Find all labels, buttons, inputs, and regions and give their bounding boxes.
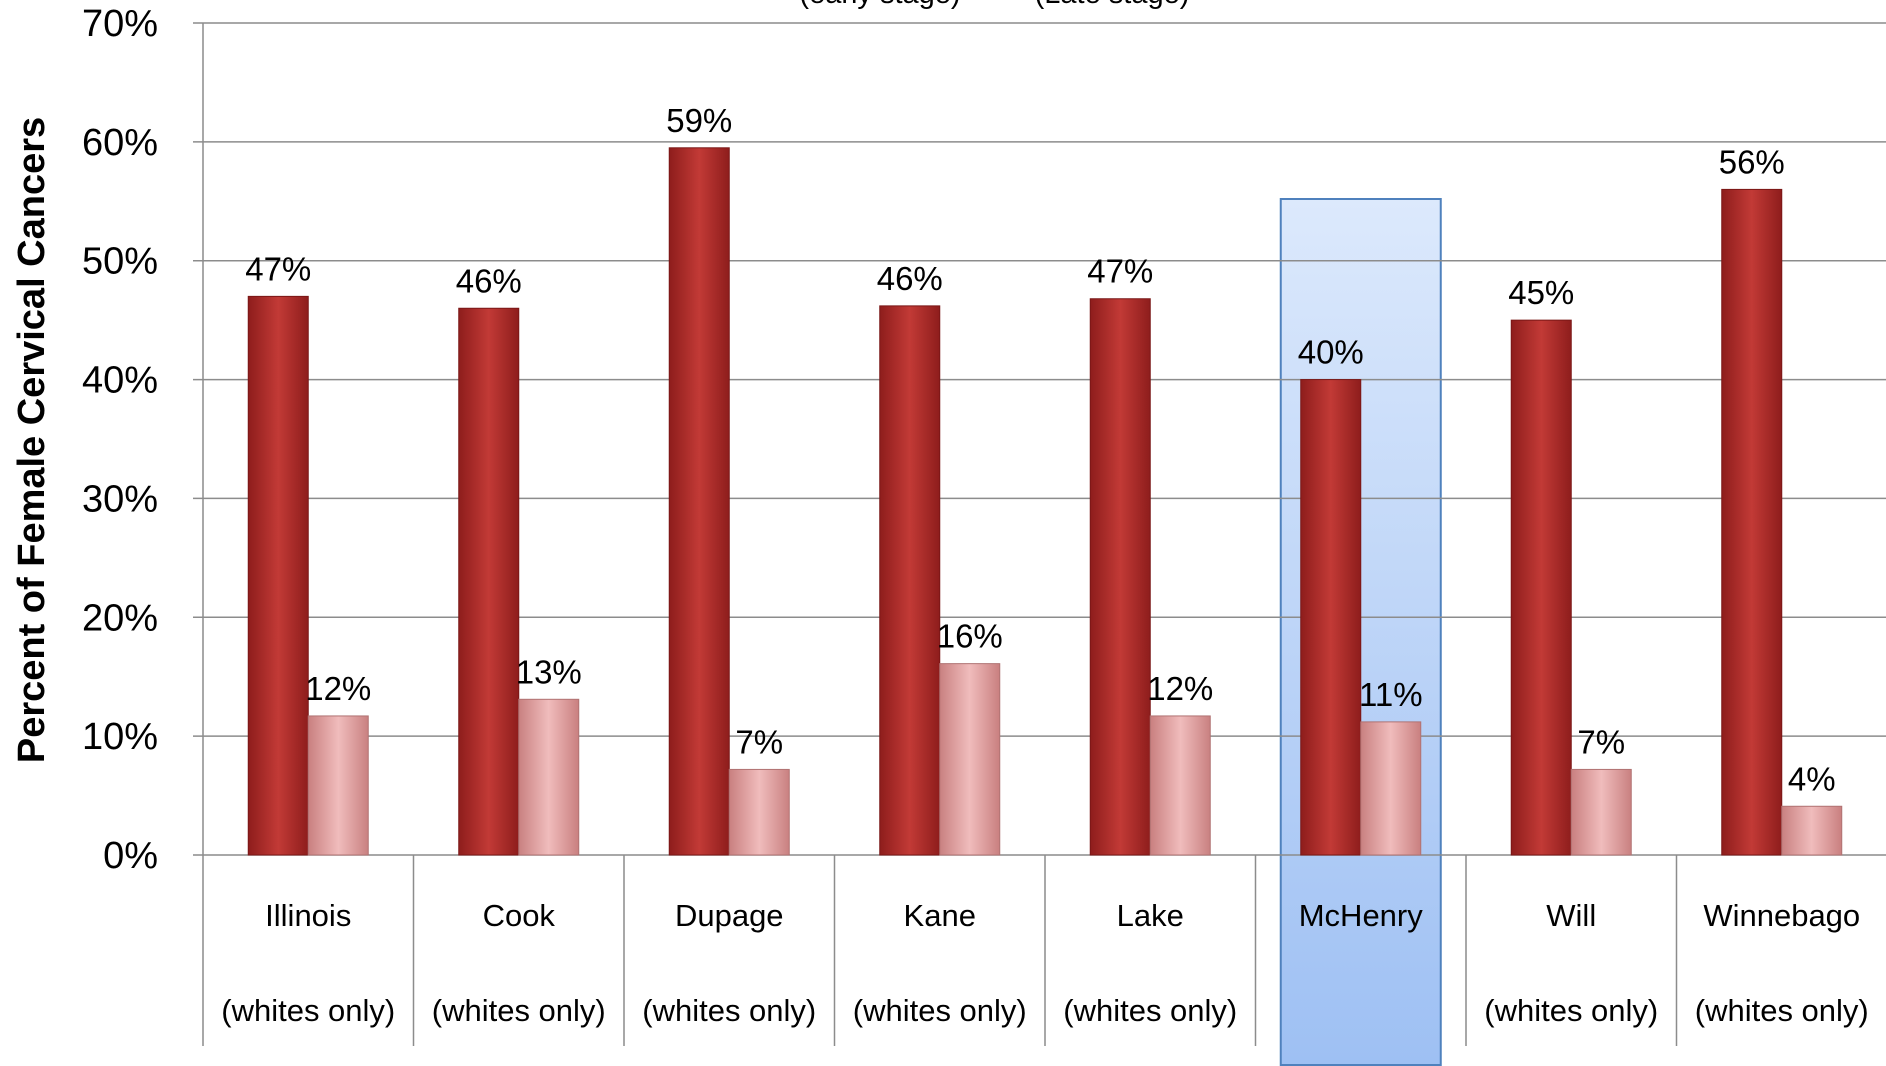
data-label-late: 7% <box>1577 723 1625 760</box>
y-tick-label: 60% <box>82 122 158 164</box>
category-label: Will <box>1546 898 1596 933</box>
data-label-late: 16% <box>937 618 1003 655</box>
category-label: Kane <box>904 898 976 933</box>
bar-early <box>668 147 730 856</box>
category-label: Illinois <box>265 898 351 933</box>
bar-late <box>1360 721 1422 856</box>
bar-late <box>518 698 580 856</box>
legend-label: (early stage) <box>799 0 960 10</box>
bar-late <box>1570 768 1632 856</box>
y-tick-label: 30% <box>82 478 158 520</box>
y-tick-label: 50% <box>82 241 158 283</box>
bar-early <box>1300 379 1362 856</box>
data-label-late: 4% <box>1788 760 1836 797</box>
data-label-late: 12% <box>305 670 371 707</box>
data-label-early: 47% <box>1087 253 1153 290</box>
data-label-late: 13% <box>516 653 582 690</box>
category-label: Winnebago <box>1703 898 1860 933</box>
bar-late <box>307 715 369 856</box>
bar-late <box>939 663 1001 856</box>
bar-early <box>247 295 309 856</box>
y-tick-label: 40% <box>82 360 158 402</box>
data-label-early: 46% <box>877 260 943 297</box>
category-label: Cook <box>483 898 556 933</box>
bar-early <box>879 305 941 856</box>
bar-late <box>1149 715 1211 856</box>
data-label-early: 56% <box>1719 143 1785 180</box>
data-label-early: 40% <box>1298 334 1364 371</box>
y-tick-label: 70% <box>82 3 158 45</box>
category-sublabel: (whites only) <box>1484 993 1658 1028</box>
category-sublabel: (whites only) <box>642 993 816 1028</box>
category-sublabel: (whites only) <box>432 993 606 1028</box>
y-tick-label: 10% <box>82 716 158 758</box>
data-label-late: 7% <box>735 723 783 760</box>
category-label: McHenry <box>1299 898 1424 933</box>
bar-late <box>728 768 790 856</box>
bar-early <box>1721 188 1783 856</box>
category-sublabel: (whites only) <box>221 993 395 1028</box>
y-tick-label: 0% <box>103 835 158 877</box>
category-sublabel: (whites only) <box>1695 993 1869 1028</box>
category-label: Lake <box>1117 898 1184 933</box>
data-label-early: 45% <box>1508 274 1574 311</box>
bar-early <box>458 307 520 856</box>
category-label: Dupage <box>675 898 784 933</box>
legend-label: (Late stage) <box>1035 0 1190 10</box>
data-label-late: 11% <box>1359 676 1423 713</box>
bar-early <box>1089 298 1151 856</box>
category-sublabel: (whites only) <box>853 993 1027 1028</box>
data-label-late: 12% <box>1147 670 1213 707</box>
y-tick-label: 20% <box>82 597 158 639</box>
y-axis-title: Percent of Female Cervical Cancers <box>11 117 53 763</box>
category-sublabel: (whites only) <box>1063 993 1237 1028</box>
bar-early <box>1510 319 1572 856</box>
data-label-early: 59% <box>666 102 732 139</box>
bar-late <box>1781 805 1843 856</box>
data-label-early: 47% <box>245 250 311 287</box>
data-label-early: 46% <box>456 262 522 299</box>
